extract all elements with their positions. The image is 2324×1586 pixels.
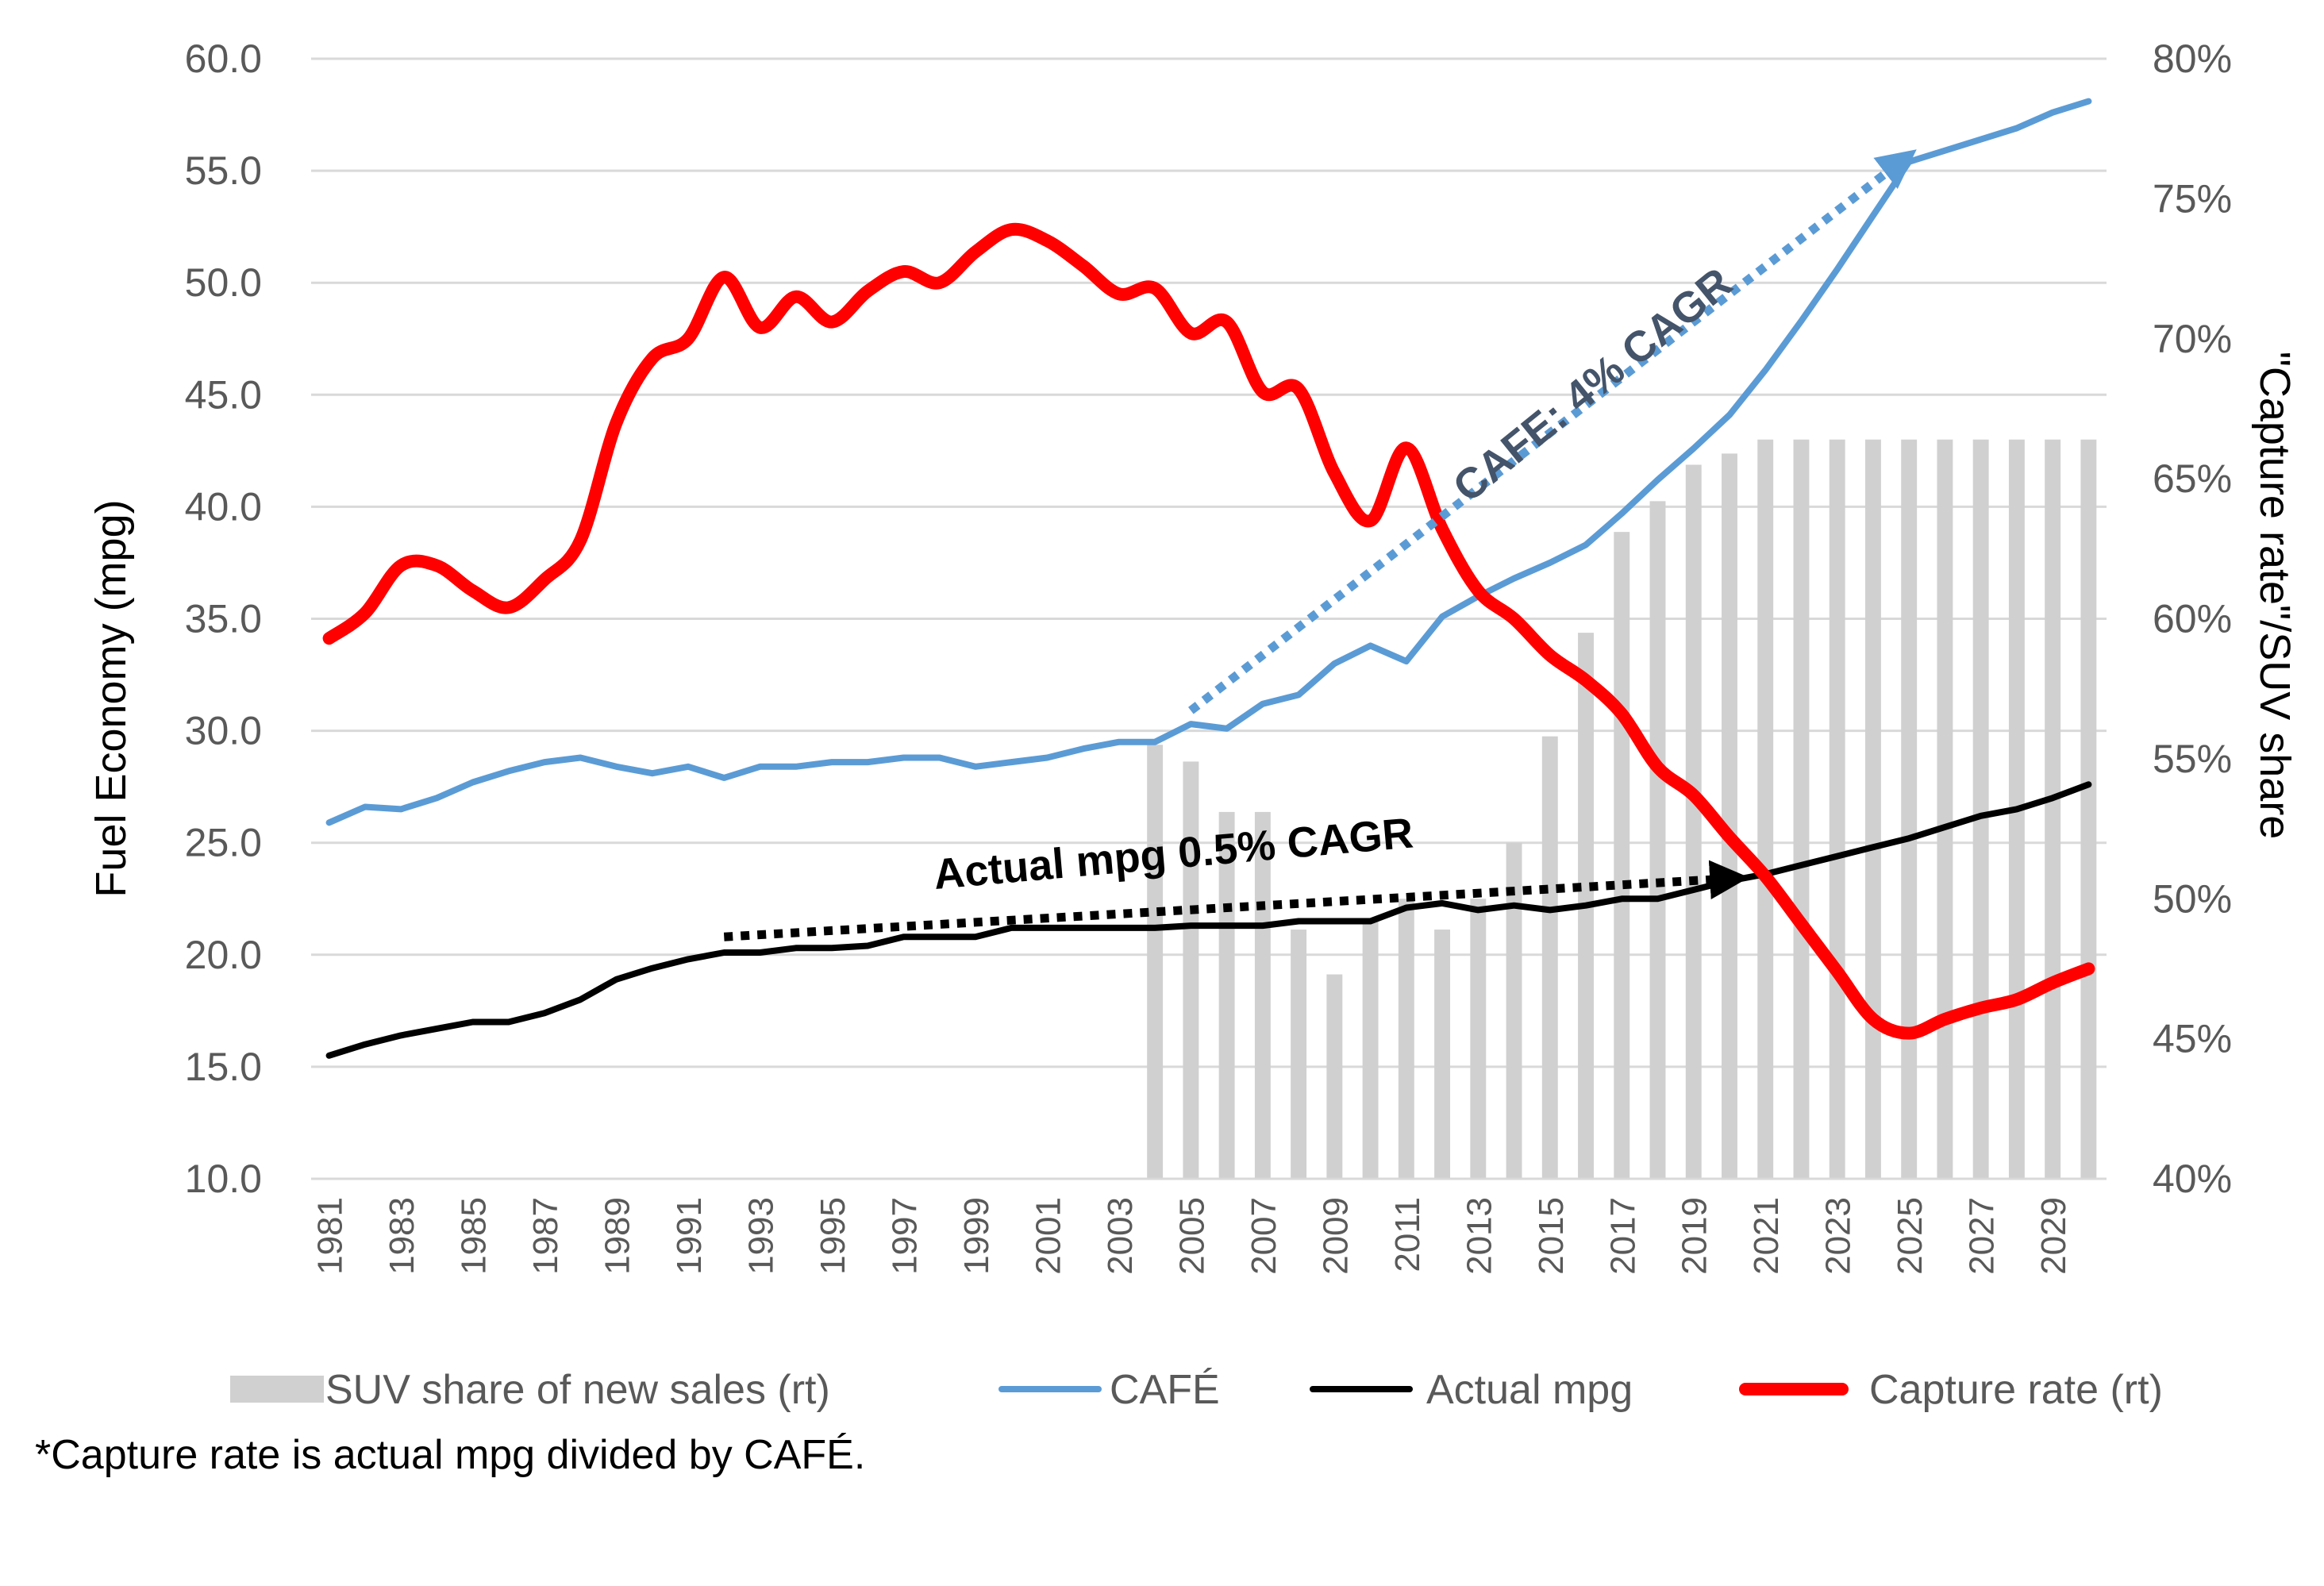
suv-share-bar [1434, 930, 1451, 1179]
suv-share-bar [1757, 439, 1774, 1179]
y-tick-label: 55.0 [185, 148, 262, 193]
suv-share-bar [1793, 439, 1810, 1179]
suv-share-bar [2080, 439, 2097, 1179]
suv-share-bar [1398, 899, 1414, 1179]
legend-suv-share-swatch [230, 1376, 324, 1403]
suv-share-bar [1901, 439, 1918, 1179]
y-tick-label: 20.0 [185, 933, 262, 977]
footnote: *Capture rate is actual mpg divided by C… [35, 1432, 865, 1478]
x-tick-label: 1997 [885, 1197, 924, 1275]
suv-share-bar [1614, 532, 1630, 1179]
suv-share-bar [1685, 464, 1702, 1179]
x-tick-label: 2029 [2034, 1197, 2073, 1275]
legend-suv-share-label: SUV share of new sales (rt) [325, 1367, 830, 1413]
x-tick-label: 2021 [1747, 1197, 1786, 1275]
suv-share-bars [1147, 439, 2097, 1179]
suv-share-bar [1362, 918, 1379, 1179]
y-tick-label: 25.0 [185, 821, 262, 865]
suv-share-bar [1147, 745, 1164, 1179]
suv-share-bar [1541, 736, 1558, 1179]
actual-mpg-cagr-label: Actual mpg 0.5% CAGR [932, 809, 1415, 899]
gridlines [311, 57, 2107, 1068]
x-tick-label: 1985 [455, 1197, 494, 1275]
legend-actual-mpg-label: Actual mpg [1426, 1367, 1633, 1413]
x-tick-label: 1999 [957, 1197, 996, 1275]
x-tick-label: 2017 [1603, 1197, 1642, 1275]
axes: 10.0 15.0 20.0 25.0 30.0 35.0 40.0 45.0 50.0 55.0… [185, 37, 2232, 1275]
actual-mpg-cagr-arrow [723, 860, 1749, 941]
y-tick-label: 40.0 [185, 484, 262, 529]
y2-axis-title: "Capture rate"/SUV share [2251, 352, 2299, 840]
capture-rate-line [322, 222, 2095, 1040]
x-tick-label: 2023 [1819, 1197, 1858, 1275]
x-tick-label: 2003 [1101, 1197, 1140, 1275]
suv-share-bar [1649, 501, 1666, 1179]
y-tick-label: 15.0 [185, 1045, 262, 1089]
x-tick-label: 2019 [1676, 1197, 1714, 1275]
y2-tick-label: 40% [2153, 1157, 2232, 1201]
x-tick-label: 1995 [814, 1197, 852, 1275]
x-tick-label: 2001 [1029, 1197, 1068, 1275]
x-tick-label: 1993 [742, 1197, 781, 1275]
x-tick-label: 2027 [1963, 1197, 2002, 1275]
x-tick-label: 1989 [598, 1197, 637, 1275]
y2-tick-label: 55% [2153, 737, 2232, 781]
suv-share-bar [1972, 439, 1989, 1179]
y2-tick-label: 60% [2153, 597, 2232, 641]
suv-share-bar [1506, 842, 1522, 1179]
actual-mpg-line [325, 781, 2092, 1059]
x-tick-label: 2015 [1532, 1197, 1571, 1275]
series-lines [322, 98, 2095, 1059]
suv-share-bar [1183, 761, 1199, 1179]
legend-cafe-label: CAFÉ [1110, 1367, 1220, 1413]
x-tick-label: 2013 [1460, 1197, 1499, 1275]
y2-tick-label: 50% [2153, 876, 2232, 921]
y-tick-label: 60.0 [185, 37, 262, 81]
x-tick-label: 1983 [383, 1197, 421, 1275]
suv-share-bar [1291, 930, 1307, 1179]
y-tick-label: 45.0 [185, 372, 262, 417]
suv-share-bar [1829, 439, 1845, 1179]
suv-share-bar [1470, 899, 1487, 1179]
x-tick-label: 1987 [526, 1197, 565, 1275]
x-tick-label: 1981 [311, 1197, 350, 1275]
y2-tick-label: 80% [2153, 37, 2232, 81]
suv-share-bar [1864, 439, 1881, 1179]
x-tick-label: 2005 [1172, 1197, 1211, 1275]
legend-capture-rate-label: Capture rate (rt) [1869, 1367, 2163, 1413]
legend: SUV share of new sales (rt) CAFÉ Actual mp… [230, 1367, 2163, 1413]
suv-share-bar [1326, 974, 1343, 1179]
x-tick-label: 2007 [1245, 1197, 1283, 1275]
y2-tick-label: 70% [2153, 317, 2232, 361]
x-tick-label: 2011 [1388, 1197, 1427, 1272]
y-tick-label: 30.0 [185, 709, 262, 753]
y2-tick-label: 75% [2153, 176, 2232, 221]
suv-share-bar [1937, 439, 1953, 1179]
cafe-line [325, 98, 2092, 826]
suv-share-bar [1722, 453, 1737, 1179]
y-tick-label: 50.0 [185, 260, 262, 305]
y2-tick-label: 65% [2153, 456, 2232, 501]
suv-share-bar [2045, 439, 2061, 1179]
x-tick-label: 2025 [1891, 1197, 1930, 1275]
x-tick-label: 1991 [670, 1197, 709, 1275]
y2-tick-label: 45% [2153, 1017, 2232, 1061]
y-axis-title: Fuel Economy (mpg) [87, 499, 135, 897]
y-tick-label: 10.0 [185, 1157, 262, 1201]
y-tick-label: 35.0 [185, 597, 262, 641]
x-tick-label: 2009 [1316, 1197, 1355, 1275]
